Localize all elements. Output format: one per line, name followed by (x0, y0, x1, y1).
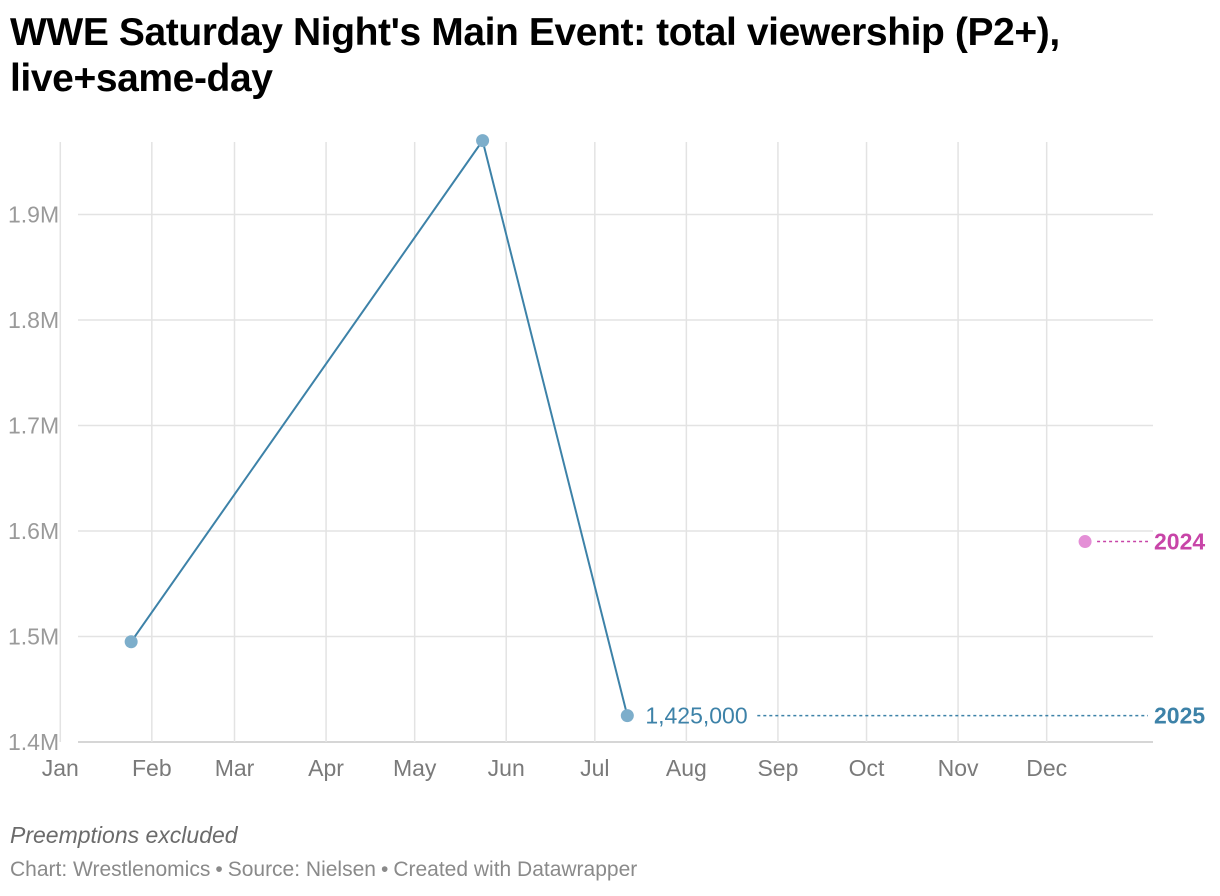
x-tick-label: Jun (488, 755, 525, 781)
x-gridlines (59, 142, 1048, 742)
data-point-2025 (620, 709, 634, 723)
x-tick-label: Mar (215, 755, 255, 781)
y-tick-label: 1.8M (8, 307, 59, 333)
chart-note: Preemptions excluded (10, 822, 238, 848)
line-chart: 1.4M 1.5M 1.6M 1.7M 1.8M 1.9M Jan Feb Mar Apr May… (8, 134, 1205, 781)
x-tick-label: Jul (580, 755, 609, 781)
y-gridlines (78, 213, 1153, 743)
y-tick-label: 1.9M (8, 202, 59, 228)
x-axis-tick-labels: Jan Feb Mar Apr May Jun Jul Aug Sep Oct Nov Dec (42, 755, 1067, 781)
x-tick-label: Sep (757, 755, 798, 781)
footer-separator: • (215, 858, 223, 881)
x-tick-label: Nov (938, 755, 979, 781)
y-tick-label: 1.4M (8, 729, 59, 755)
series-line-2025 (130, 138, 629, 716)
chart-footer: Chart: Wrestlenomics • Source: Nielsen • Cre… (10, 858, 637, 882)
x-tick-label: Dec (1026, 755, 1067, 781)
x-tick-label: Apr (308, 755, 344, 781)
series-label-2025: 2025 (1154, 703, 1205, 729)
y-tick-label: 1.7M (8, 413, 59, 439)
y-tick-label: 1.5M (8, 624, 59, 650)
data-point-2025 (124, 635, 138, 649)
tool-credit: Created with Datawrapper (393, 858, 638, 881)
chart-title: WWE Saturday Night's Main Event: total v… (10, 11, 1060, 100)
x-tick-label: Feb (132, 755, 172, 781)
x-tick-label: Aug (666, 755, 707, 781)
x-tick-label: May (393, 755, 437, 781)
series-layer: 1,425,000 2025 2024 (124, 134, 1205, 729)
chart-credit: Chart: Wrestlenomics (10, 858, 211, 881)
x-tick-label: Jan (42, 755, 79, 781)
series-end-value-label: 1,425,000 (645, 703, 747, 729)
y-tick-label: 1.6M (8, 518, 59, 544)
data-point-2025 (476, 134, 490, 148)
y-axis-tick-labels: 1.4M 1.5M 1.6M 1.7M 1.8M 1.9M (8, 202, 59, 756)
footer-separator: • (380, 858, 389, 881)
source-credit: Source: Nielsen (227, 858, 376, 881)
series-label-2024: 2024 (1154, 529, 1205, 555)
data-point-2024 (1078, 535, 1092, 549)
x-tick-label: Oct (849, 755, 885, 781)
